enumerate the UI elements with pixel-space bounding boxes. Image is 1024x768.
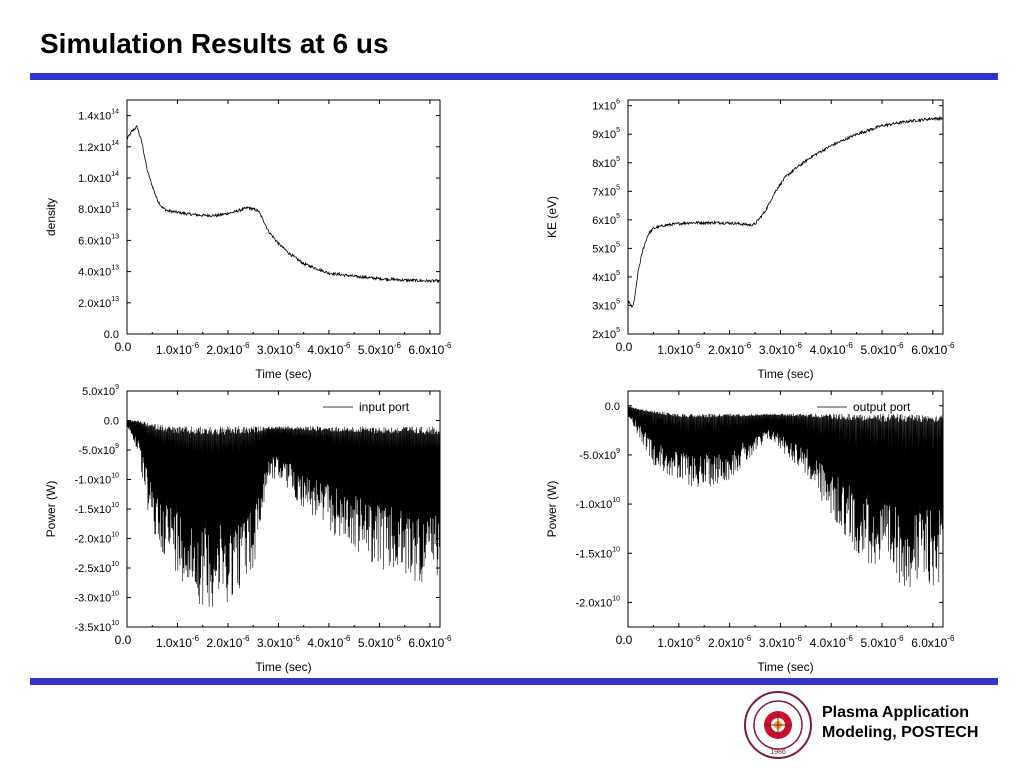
power-output-y-tick-label: 0.0: [605, 401, 620, 413]
power-output-y-tick-label: -1.5x1010: [576, 546, 621, 560]
power-input-y-tick-label: -2.0x1010: [75, 532, 120, 546]
density-x-tick-label: 5.0x10-6: [358, 341, 402, 357]
ke-y-tick-label: 4x105: [592, 270, 620, 284]
density-y-tick-label: 4.0x1013: [78, 265, 119, 279]
logo-year: 1986: [770, 749, 786, 756]
density-chart: 0.0 1.0x10-6 2.0x10-6 3.0x10-6 4.0x10-6 5.0x1…: [44, 99, 452, 381]
density-x-axis-label: Time (sec): [255, 367, 311, 381]
power-output-y-tick-label: -5.0x109: [579, 448, 620, 462]
footer-line-1: Plasma Application: [822, 704, 969, 721]
ke-x-tick-label: 0.0: [616, 340, 633, 354]
density-x-tick-label: 4.0x10-6: [307, 341, 351, 357]
ke-series-line: [628, 115, 943, 308]
power-output-x-axis-label: Time (sec): [757, 660, 813, 674]
density-y-axis-label: density: [44, 198, 58, 236]
ke-chart: 0.0 1.0x10-6 2.0x10-6 3.0x10-6 4.0x10-6 5.0x1…: [545, 99, 955, 381]
ke-y-tick-label: 5x105: [592, 241, 620, 255]
ke-x-tick-label: 5.0x10-6: [860, 341, 904, 357]
density-series-line: [127, 124, 440, 284]
density-x-tick-label: 0.0: [115, 340, 132, 354]
power-output-x-tick-label: 1.0x10-6: [657, 634, 701, 650]
density-x-tick-label: 2.0x10-6: [206, 341, 250, 357]
ke-y-tick-label: 9x105: [592, 127, 620, 141]
ke-x-tick-label: 1.0x10-6: [657, 341, 701, 357]
power-output-legend-label: output port: [853, 400, 911, 414]
page-title: Simulation Results at 6 us: [40, 28, 389, 59]
ke-x-axis-label: Time (sec): [757, 367, 813, 381]
density-y-tick-label: 2.0x1013: [78, 296, 119, 310]
density-y-tick-label: 0.0: [104, 329, 119, 341]
ke-y-tick-label: 6x105: [592, 213, 620, 227]
power-input-y-tick-label: -2.5x1010: [75, 561, 120, 575]
power-input-x-tick-label: 6.0x10-6: [408, 634, 452, 650]
power-input-legend-label: input port: [359, 400, 410, 414]
power-input-x-tick-label: 3.0x10-6: [257, 634, 301, 650]
density-x-tick-label: 1.0x10-6: [156, 341, 200, 357]
density-x-tick-label: 6.0x10-6: [408, 341, 452, 357]
power-input-y-tick-label: -3.0x1010: [75, 591, 120, 605]
power-input-chart: 0.0 1.0x10-6 2.0x10-6 3.0x10-6 4.0x10-6 5.0x1…: [44, 384, 452, 674]
power-output-x-tick-label: 0.0: [616, 633, 633, 647]
power-input-y-tick-label: 0.0: [104, 416, 119, 428]
footer-divider: [30, 678, 998, 685]
power-input-x-tick-label: 2.0x10-6: [206, 634, 250, 650]
ke-x-tick-label: 2.0x10-6: [708, 341, 752, 357]
power-output-y-tick-label: -1.0x1010: [576, 497, 621, 511]
density-y-tick-label: 1.2x1014: [78, 140, 119, 154]
power-output-series-line: [628, 406, 943, 588]
power-input-x-tick-label: 5.0x10-6: [358, 634, 402, 650]
power-output-chart: 0.0 1.0x10-6 2.0x10-6 3.0x10-6 4.0x10-6 5.0x1…: [545, 390, 955, 674]
power-output-x-tick-label: 4.0x10-6: [810, 634, 854, 650]
power-input-x-axis-label: Time (sec): [255, 660, 311, 674]
power-input-series-line: [127, 420, 440, 607]
power-output-y-axis-label: Power (W): [545, 481, 559, 538]
power-input-x-tick-label: 4.0x10-6: [307, 634, 351, 650]
density-y-tick-label: 1.0x1014: [78, 171, 119, 185]
density-x-tick-label: 3.0x10-6: [257, 341, 301, 357]
power-output-x-tick-label: 3.0x10-6: [759, 634, 803, 650]
power-input-x-tick-label: 1.0x10-6: [156, 634, 200, 650]
density-y-tick-label: 8.0x1013: [78, 202, 119, 216]
ke-plot-frame: [627, 99, 944, 335]
power-input-y-tick-label: 5.0x109: [82, 384, 119, 398]
header-divider: [30, 73, 998, 80]
power-output-x-tick-label: 6.0x10-6: [911, 634, 955, 650]
power-output-x-tick-label: 5.0x10-6: [860, 634, 904, 650]
density-y-tick-label: 1.4x1014: [78, 109, 119, 123]
ke-x-tick-label: 3.0x10-6: [759, 341, 803, 357]
ke-y-tick-label: 8x105: [592, 156, 620, 170]
power-output-y-tick-label: -2.0x1010: [576, 595, 621, 609]
ke-y-tick-label: 3x105: [592, 298, 620, 312]
power-input-y-tick-label: -5.0x109: [78, 443, 119, 457]
footer-org: Plasma Application Modeling, POSTECH: [822, 703, 978, 743]
power-input-x-tick-label: 0.0: [115, 633, 132, 647]
power-input-y-tick-label: -1.5x1010: [75, 502, 120, 516]
ke-y-tick-label: 2x105: [592, 327, 620, 341]
ke-x-tick-label: 6.0x10-6: [911, 341, 955, 357]
power-input-y-tick-label: -3.5x1010: [75, 620, 120, 634]
ke-y-tick-label: 1x106: [592, 99, 620, 113]
power-output-x-tick-label: 2.0x10-6: [708, 634, 752, 650]
ke-y-tick-label: 7x105: [592, 184, 620, 198]
power-input-y-tick-label: -1.0x1010: [75, 473, 120, 487]
power-input-y-axis-label: Power (W): [44, 481, 58, 538]
footer-line-2: Modeling, POSTECH: [822, 724, 979, 741]
university-seal-logo: 1986: [744, 691, 812, 759]
density-y-tick-label: 6.0x1013: [78, 233, 119, 247]
ke-x-tick-label: 4.0x10-6: [810, 341, 854, 357]
density-plot-frame: [126, 99, 441, 335]
ke-y-axis-label: KE (eV): [545, 196, 559, 238]
